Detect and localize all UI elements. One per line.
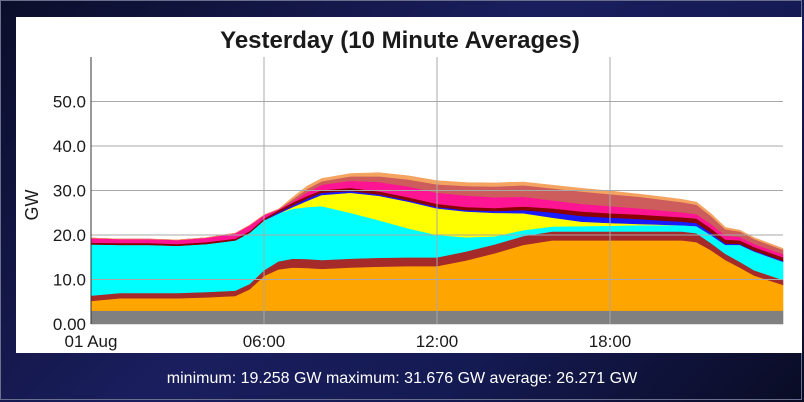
- y-tick-label: 10.0: [53, 271, 86, 290]
- y-tick-label: 50.0: [53, 93, 86, 112]
- y-tick-label: 30.0: [53, 182, 86, 201]
- y-tick-label: 20.0: [53, 226, 86, 245]
- x-tick-label: 12:00: [416, 332, 459, 351]
- x-tick-label: 01 Aug: [65, 332, 118, 351]
- x-tick-label: 06:00: [243, 332, 286, 351]
- chart-title: Yesterday (10 Minute Averages): [220, 27, 580, 54]
- x-tick-label: 18:00: [589, 332, 632, 351]
- chart-axes: 0.00 10.0 20.0 30.0 40.0 50.0 01 Aug 06:00 12:00…: [53, 57, 631, 351]
- y-tick-label: 40.0: [53, 137, 86, 156]
- y-tick-label: 0.00: [53, 315, 86, 334]
- y-axis-label: GW: [22, 189, 42, 220]
- chart-grid: [91, 57, 783, 324]
- summary-footer: minimum: 19.258 GW maximum: 31.676 GW av…: [166, 370, 638, 387]
